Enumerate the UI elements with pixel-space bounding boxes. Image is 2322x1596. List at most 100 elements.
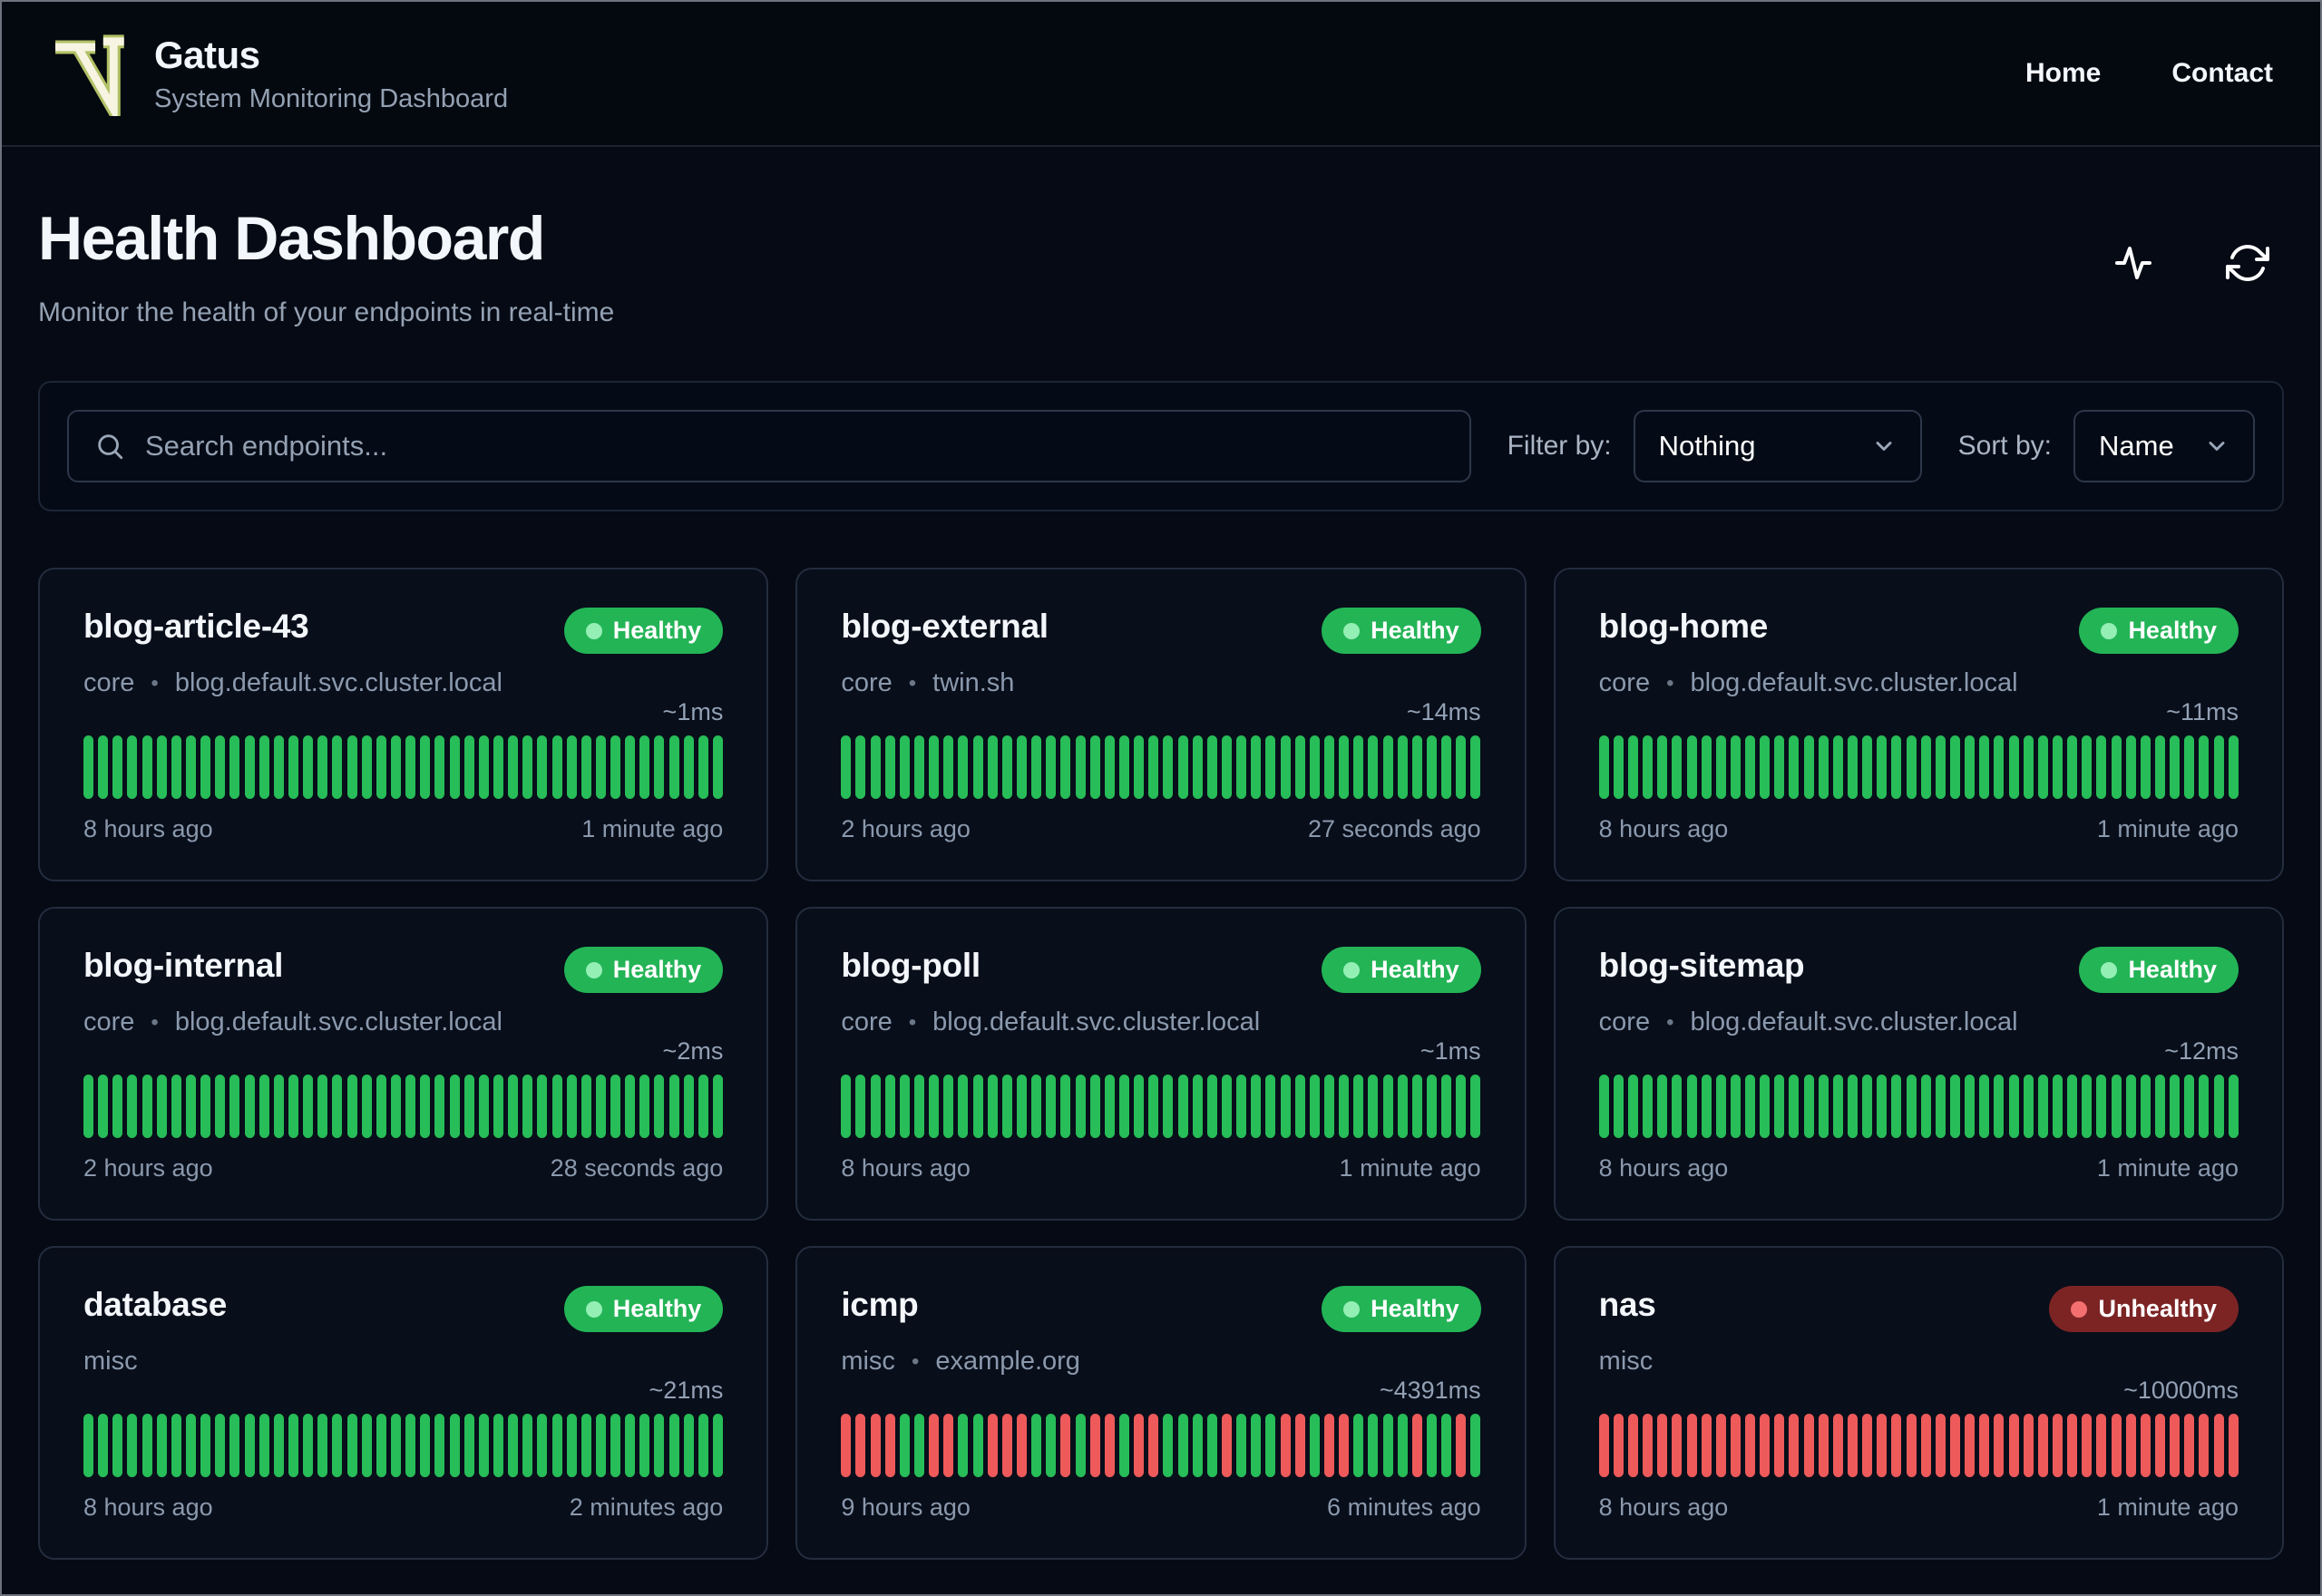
uptime-bar-success[interactable]	[493, 1075, 503, 1138]
uptime-bar-success[interactable]	[449, 1075, 460, 1138]
uptime-bar-success[interactable]	[288, 735, 298, 799]
uptime-bar-failure[interactable]	[2053, 1414, 2063, 1477]
uptime-bar-success[interactable]	[156, 1075, 167, 1138]
uptime-bar-success[interactable]	[1017, 735, 1028, 799]
uptime-bar-success[interactable]	[1017, 1075, 1028, 1138]
uptime-bar-success[interactable]	[200, 1414, 211, 1477]
uptime-bar-failure[interactable]	[2096, 1414, 2107, 1477]
uptime-bar-success[interactable]	[1906, 735, 1917, 799]
uptime-bar-success[interactable]	[884, 735, 895, 799]
uptime-bar-failure[interactable]	[1803, 1414, 1814, 1477]
uptime-bar-success[interactable]	[1294, 1075, 1305, 1138]
uptime-bar-failure[interactable]	[1613, 1414, 1624, 1477]
uptime-bars[interactable]	[841, 1414, 1481, 1477]
uptime-bar-failure[interactable]	[1906, 1414, 1917, 1477]
uptime-bar-success[interactable]	[1236, 1075, 1247, 1138]
uptime-bar-success[interactable]	[1251, 1414, 1262, 1477]
uptime-bar-success[interactable]	[127, 1075, 138, 1138]
uptime-bar-success[interactable]	[713, 1075, 724, 1138]
uptime-bar-failure[interactable]	[1950, 1414, 1961, 1477]
uptime-bar-success[interactable]	[1368, 1075, 1379, 1138]
uptime-bar-success[interactable]	[2228, 735, 2239, 799]
uptime-bar-success[interactable]	[929, 735, 940, 799]
uptime-bar-success[interactable]	[1309, 1075, 1320, 1138]
uptime-bar-success[interactable]	[1280, 735, 1291, 799]
uptime-bar-failure[interactable]	[2067, 1414, 2078, 1477]
uptime-bar-success[interactable]	[405, 1414, 416, 1477]
uptime-bar-success[interactable]	[1657, 1075, 1668, 1138]
uptime-bar-success[interactable]	[2199, 1075, 2210, 1138]
uptime-bar-success[interactable]	[1979, 735, 1990, 799]
uptime-bar-success[interactable]	[332, 1075, 343, 1138]
uptime-bar-success[interactable]	[420, 1414, 431, 1477]
uptime-bar-success[interactable]	[987, 1075, 998, 1138]
uptime-bar-success[interactable]	[1206, 735, 1217, 799]
uptime-bar-success[interactable]	[156, 735, 167, 799]
uptime-bar-success[interactable]	[914, 1075, 925, 1138]
uptime-bar-success[interactable]	[1715, 735, 1726, 799]
endpoint-card[interactable]: blog-sitemap Healthy core • blog.default…	[1553, 907, 2284, 1221]
uptime-bar-success[interactable]	[654, 1414, 665, 1477]
uptime-bar-success[interactable]	[2053, 1075, 2063, 1138]
uptime-bar-failure[interactable]	[855, 1414, 866, 1477]
uptime-bar-success[interactable]	[1060, 735, 1071, 799]
uptime-bar-success[interactable]	[683, 1075, 694, 1138]
uptime-bar-success[interactable]	[1730, 1075, 1741, 1138]
uptime-bar-success[interactable]	[2082, 735, 2093, 799]
uptime-bar-success[interactable]	[1657, 735, 1668, 799]
uptime-bar-success[interactable]	[2023, 1075, 2034, 1138]
uptime-bar-success[interactable]	[200, 735, 211, 799]
uptime-bar-success[interactable]	[914, 1414, 925, 1477]
uptime-bar-success[interactable]	[1426, 1075, 1437, 1138]
uptime-bar-failure[interactable]	[2213, 1414, 2224, 1477]
activity-toggle-button[interactable]	[2106, 236, 2161, 293]
uptime-bar-success[interactable]	[972, 1414, 983, 1477]
uptime-bar-success[interactable]	[1280, 1075, 1291, 1138]
uptime-bar-failure[interactable]	[1089, 1414, 1100, 1477]
uptime-bar-success[interactable]	[1627, 1075, 1638, 1138]
uptime-bar-success[interactable]	[434, 1414, 445, 1477]
uptime-bar-success[interactable]	[929, 1075, 940, 1138]
uptime-bar-success[interactable]	[1950, 1075, 1961, 1138]
uptime-bar-failure[interactable]	[1323, 1414, 1334, 1477]
uptime-bar-success[interactable]	[668, 1075, 679, 1138]
uptime-bar-success[interactable]	[1192, 1075, 1203, 1138]
uptime-bar-success[interactable]	[127, 1414, 138, 1477]
uptime-bar-success[interactable]	[2184, 735, 2195, 799]
uptime-bar-success[interactable]	[1789, 1075, 1800, 1138]
uptime-bar-success[interactable]	[376, 1414, 386, 1477]
uptime-bar-success[interactable]	[1031, 735, 1042, 799]
uptime-bar-success[interactable]	[841, 735, 852, 799]
uptime-bar-success[interactable]	[1368, 1414, 1379, 1477]
uptime-bar-success[interactable]	[346, 735, 357, 799]
uptime-bar-success[interactable]	[1760, 735, 1771, 799]
uptime-bar-success[interactable]	[841, 1075, 852, 1138]
uptime-bar-success[interactable]	[361, 1414, 372, 1477]
uptime-bar-success[interactable]	[595, 1414, 606, 1477]
uptime-bar-failure[interactable]	[987, 1414, 998, 1477]
uptime-bar-success[interactable]	[2125, 735, 2136, 799]
uptime-bar-success[interactable]	[1643, 735, 1654, 799]
uptime-bar-failure[interactable]	[1862, 1414, 1873, 1477]
uptime-bar-success[interactable]	[1001, 1075, 1012, 1138]
uptime-bar-success[interactable]	[1760, 1075, 1771, 1138]
uptime-bar-success[interactable]	[2008, 1075, 2019, 1138]
uptime-bar-success[interactable]	[112, 1414, 123, 1477]
uptime-bars[interactable]	[1598, 1075, 2239, 1138]
uptime-bars[interactable]	[83, 1075, 724, 1138]
uptime-bar-success[interactable]	[156, 1414, 167, 1477]
uptime-bar-success[interactable]	[1456, 1075, 1467, 1138]
uptime-bar-failure[interactable]	[2111, 1414, 2122, 1477]
uptime-bar-success[interactable]	[870, 1075, 881, 1138]
uptime-bar-success[interactable]	[668, 1414, 679, 1477]
uptime-bar-success[interactable]	[98, 735, 109, 799]
uptime-bar-success[interactable]	[987, 735, 998, 799]
uptime-bar-success[interactable]	[215, 735, 226, 799]
uptime-bar-success[interactable]	[1832, 1075, 1843, 1138]
uptime-bar-success[interactable]	[522, 1075, 533, 1138]
uptime-bar-failure[interactable]	[929, 1414, 940, 1477]
uptime-bar-success[interactable]	[1031, 1414, 1042, 1477]
uptime-bar-success[interactable]	[1818, 735, 1829, 799]
uptime-bar-success[interactable]	[390, 1414, 401, 1477]
endpoint-card[interactable]: database Healthy misc ~21ms 8 hours ago …	[38, 1246, 769, 1560]
